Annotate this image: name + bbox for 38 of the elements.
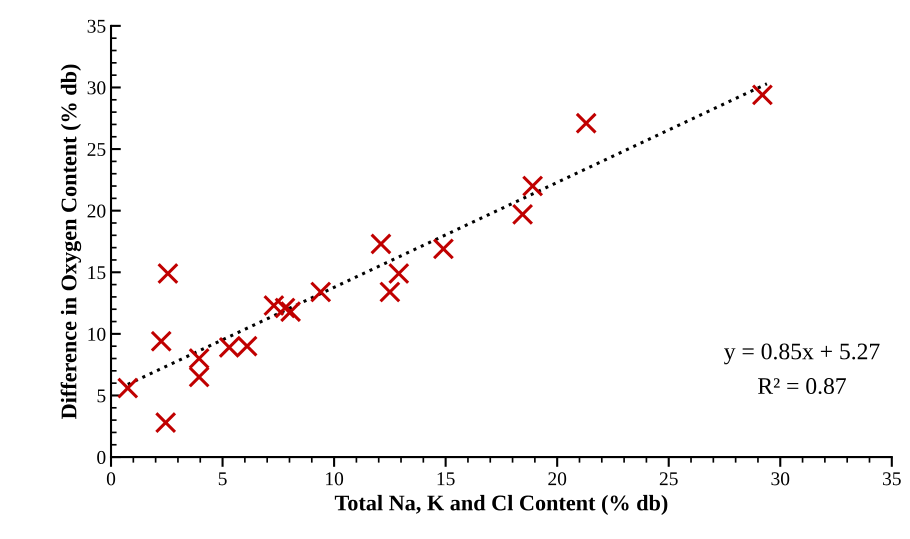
- point: [154, 412, 177, 434]
- x-tick-label: 30: [771, 472, 790, 486]
- annotation: y = 0.85x + 5.27: [724, 343, 880, 364]
- point: [310, 281, 332, 303]
- point: [388, 262, 410, 284]
- point: [116, 377, 139, 399]
- y-tick-label: 15: [88, 266, 106, 280]
- y-tick-label: 10: [88, 328, 106, 341]
- y-tick-label: 30: [88, 81, 106, 94]
- point: [150, 330, 172, 352]
- point: [370, 233, 392, 255]
- x-tick-label: 5: [218, 472, 227, 486]
- point: [379, 281, 401, 303]
- point: [512, 204, 534, 226]
- point: [432, 238, 454, 260]
- x-tick-label: 0: [106, 472, 116, 486]
- point: [188, 366, 210, 388]
- point: [280, 300, 302, 323]
- x-tick-label: 10: [326, 472, 344, 486]
- y-axis-title: Difference in Oxygen Content (% db): [60, 64, 82, 419]
- point: [575, 112, 598, 134]
- point: [263, 294, 285, 316]
- x-tick-label: 35: [883, 472, 901, 486]
- y-tick-label: 25: [88, 142, 106, 156]
- point: [157, 262, 179, 284]
- point: [274, 297, 296, 319]
- x-tick-label: 20: [548, 472, 566, 486]
- point: [522, 175, 544, 197]
- y-tick-label: 5: [98, 389, 106, 402]
- point: [752, 84, 774, 106]
- x-axis-title: Total Na, K and Cl Content (% db): [334, 494, 668, 515]
- y-tick-label: 0: [97, 450, 106, 464]
- x-tick-label: 25: [660, 472, 678, 486]
- annotation: R² = 0.87: [758, 378, 846, 394]
- y-tick-label: 35: [88, 20, 106, 33]
- x-tick-label: 15: [438, 472, 455, 486]
- y-tick-label: 20: [88, 204, 106, 218]
- point: [188, 348, 210, 370]
